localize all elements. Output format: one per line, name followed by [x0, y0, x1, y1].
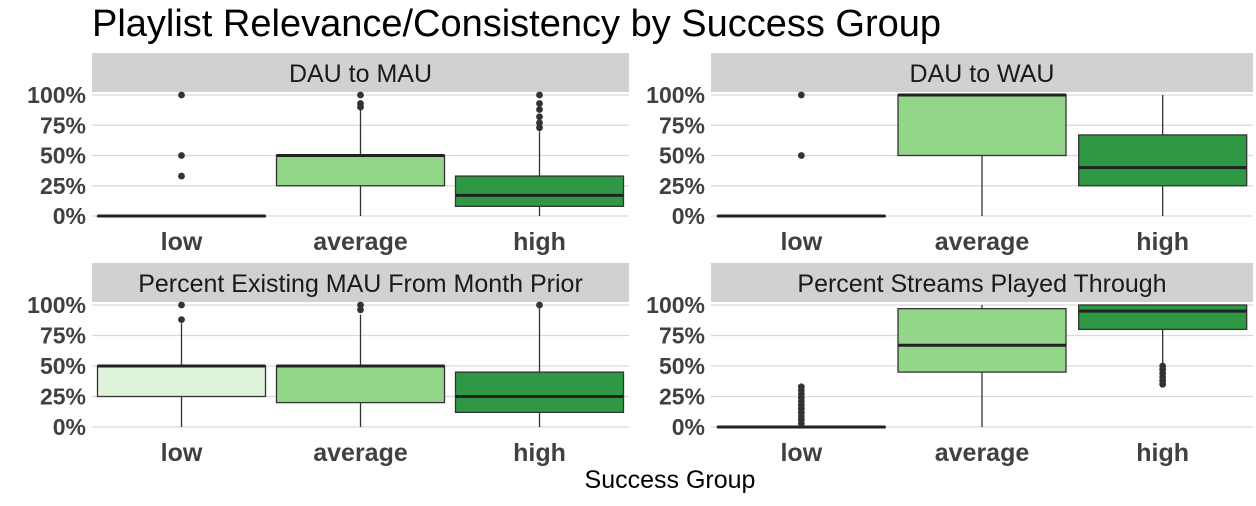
y-tick-label: 25%	[659, 384, 705, 410]
outlier-point	[536, 124, 543, 132]
y-tick-label: 25%	[659, 173, 705, 199]
outlier-point	[797, 383, 805, 391]
outlier-point	[797, 152, 805, 159]
box-body	[1078, 304, 1248, 331]
box-high	[454, 301, 625, 427]
facet-panel: DAU to WAU 0% 25% 50% 75% 100% low average high	[646, 53, 1253, 256]
box-average	[897, 305, 1067, 427]
x-tick-label: high	[1136, 228, 1189, 256]
x-tick-label: high	[513, 228, 566, 256]
box-high	[1078, 304, 1248, 388]
box-low	[96, 91, 267, 218]
facet-strip	[711, 53, 1253, 92]
facet-strip-label: DAU to MAU	[289, 60, 432, 88]
box-low	[716, 383, 886, 429]
y-tick-label: 75%	[659, 323, 705, 349]
outlier-point	[178, 91, 185, 99]
box-average	[275, 301, 446, 427]
box-body	[275, 154, 446, 187]
box-low	[716, 91, 886, 218]
y-tick-label: 100%	[646, 82, 705, 108]
y-tick-label: 100%	[646, 292, 705, 318]
outlier-point	[178, 301, 185, 309]
x-axis-title: Success Group	[585, 466, 756, 494]
y-tick-label: 0%	[53, 414, 86, 440]
y-tick-label: 25%	[40, 384, 86, 410]
outlier-point	[536, 100, 543, 107]
facet-strip	[92, 263, 629, 302]
y-tick-label: 50%	[659, 353, 705, 379]
outlier-point	[357, 91, 364, 99]
box-average	[897, 93, 1067, 216]
outlier-point	[536, 301, 543, 309]
x-tick-label: average	[935, 439, 1030, 467]
x-tick-label: average	[313, 228, 408, 256]
box-body	[454, 175, 625, 207]
outlier-point	[797, 91, 805, 99]
box-low	[96, 301, 267, 427]
x-tick-label: high	[513, 439, 566, 467]
box-high	[1078, 95, 1248, 216]
outlier-point	[178, 316, 185, 324]
y-tick-label: 75%	[40, 323, 86, 349]
box-body	[897, 308, 1067, 373]
box-body	[454, 371, 625, 414]
y-tick-label: 0%	[672, 203, 705, 229]
box-body	[1078, 134, 1248, 187]
facet-panel: Percent Existing MAU From Month Prior 0% 2…	[27, 263, 629, 467]
facet-panel: DAU to MAU 0% 25% 50% 75% 100% low average high	[27, 53, 629, 256]
box-body	[897, 94, 1067, 157]
outlier-point	[536, 113, 543, 121]
box-high	[454, 91, 625, 216]
chart-title: Playlist Relevance/Consistency by Succes…	[92, 3, 941, 45]
y-tick-label: 50%	[40, 143, 86, 169]
outlier-point	[357, 301, 364, 309]
outlier-point	[357, 100, 364, 107]
y-tick-label: 0%	[53, 203, 86, 229]
facet-strip-label: Percent Streams Played Through	[797, 270, 1166, 298]
outlier-point	[357, 306, 364, 314]
outlier-point	[178, 152, 185, 159]
outlier-point	[178, 172, 185, 180]
facet-strip-label: Percent Existing MAU From Month Prior	[138, 270, 583, 298]
x-tick-label: high	[1136, 439, 1189, 467]
x-tick-label: low	[780, 439, 822, 467]
x-tick-label: low	[161, 439, 203, 467]
y-tick-label: 50%	[659, 143, 705, 169]
y-tick-label: 0%	[672, 414, 705, 440]
y-tick-label: 75%	[659, 112, 705, 138]
outlier-point	[1159, 362, 1167, 370]
box-body	[275, 365, 446, 404]
outlier-point	[536, 119, 543, 127]
x-tick-label: average	[313, 439, 408, 467]
facet-strip	[92, 53, 629, 92]
outlier-point	[536, 91, 543, 99]
x-tick-label: low	[780, 228, 822, 256]
box-body	[96, 365, 267, 398]
facet-panel: Percent Streams Played Through 0% 25% 50% 75…	[646, 263, 1253, 467]
y-tick-label: 100%	[27, 292, 86, 318]
x-tick-label: low	[161, 228, 203, 256]
box-average	[275, 91, 446, 216]
facet-strip-label: DAU to WAU	[910, 60, 1055, 88]
facet-strip	[711, 263, 1253, 302]
y-tick-label: 75%	[40, 112, 86, 138]
x-tick-label: average	[935, 228, 1030, 256]
y-tick-label: 100%	[27, 82, 86, 108]
y-tick-label: 25%	[40, 173, 86, 199]
y-tick-label: 50%	[40, 353, 86, 379]
outlier-point	[536, 106, 543, 113]
